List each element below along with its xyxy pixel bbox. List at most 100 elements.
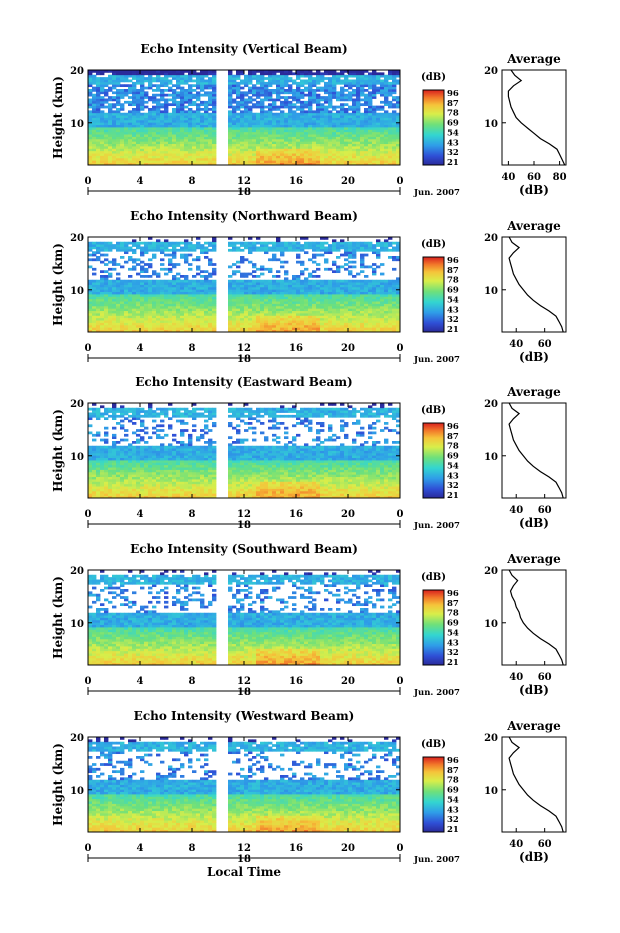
heatmap-cell — [376, 156, 380, 159]
heatmap-cell — [300, 296, 304, 299]
heatmap-cell — [140, 285, 144, 288]
heatmap-cell — [200, 156, 204, 159]
heatmap-cell — [96, 84, 100, 87]
heatmap-cell — [280, 313, 284, 316]
heatmap-cell — [180, 292, 184, 295]
heatmap-cell — [276, 304, 280, 307]
heatmap-cell — [256, 127, 260, 130]
heatmap-cell — [372, 134, 376, 137]
heatmap-cell — [184, 134, 188, 137]
heatmap-cell — [100, 101, 104, 104]
heatmap-cell — [252, 139, 256, 142]
heatmap-cell — [332, 160, 336, 163]
heatmap-cell — [88, 254, 92, 257]
heatmap-cell — [116, 125, 120, 128]
heatmap-cell — [156, 315, 160, 318]
heatmap-cell — [204, 242, 208, 245]
heatmap-cell — [372, 87, 376, 90]
heatmap-cell — [228, 266, 232, 269]
heatmap-cell — [140, 125, 144, 128]
heatmap-cell — [124, 153, 128, 156]
heatmap-cell — [180, 127, 184, 130]
heatmap-cell — [352, 244, 356, 247]
heatmap-cell — [360, 325, 364, 328]
heatmap-cell — [244, 120, 248, 123]
heatmap-cell — [152, 313, 156, 316]
heatmap-cell — [232, 282, 236, 285]
heatmap-cell — [268, 96, 272, 99]
heatmap-cell — [292, 244, 296, 247]
heatmap-cell — [104, 139, 108, 142]
heatmap-cell — [388, 77, 392, 80]
heatmap-cell — [124, 299, 128, 302]
heatmap-cell — [124, 113, 128, 116]
heatmap-cell — [132, 101, 136, 104]
heatmap-cell — [112, 113, 116, 116]
heatmap-cell — [372, 106, 376, 109]
heatmap-cell — [236, 304, 240, 307]
heatmap-cell — [284, 80, 288, 83]
heatmap-cell — [108, 148, 112, 151]
heatmap-cell — [88, 311, 92, 314]
heatmap-cell — [120, 139, 124, 142]
heatmap-cell — [108, 289, 112, 292]
heatmap-cell — [148, 325, 152, 328]
heatmap-cell — [136, 115, 140, 118]
heatmap-cell — [140, 292, 144, 295]
heatmap-cell — [196, 160, 200, 163]
heatmap-cell — [292, 311, 296, 314]
heatmap-cell — [164, 308, 168, 311]
heatmap-cell — [184, 153, 188, 156]
heatmap-cell — [248, 89, 252, 92]
heatmap-cell — [344, 311, 348, 314]
heatmap-cell — [376, 141, 380, 144]
heatmap-cell — [112, 132, 116, 135]
heatmap-cell — [252, 320, 256, 323]
heatmap-cell — [340, 127, 344, 130]
heatmap-cell — [168, 301, 172, 304]
heatmap-cell — [296, 158, 300, 161]
heatmap-cell — [376, 125, 380, 128]
heatmap-cell — [168, 287, 172, 290]
heatmap-cell — [100, 82, 104, 85]
heatmap-cell — [240, 304, 244, 307]
heatmap-cell — [332, 134, 336, 137]
heatmap-cell — [104, 254, 108, 257]
heatmap-cell — [196, 80, 200, 83]
heatmap-cell — [392, 294, 396, 297]
heatmap-cell — [268, 139, 272, 142]
heatmap-cell — [368, 94, 372, 97]
heatmap-cell — [280, 249, 284, 252]
heatmap-cell — [356, 129, 360, 132]
heatmap-cell — [392, 118, 396, 121]
heatmap-cell — [336, 315, 340, 318]
heatmap-cell — [316, 294, 320, 297]
heatmap-cell — [236, 106, 240, 109]
heatmap-cell — [376, 280, 380, 283]
heatmap-cell — [324, 151, 328, 154]
heatmap-cell — [196, 285, 200, 288]
heatmap-cell — [392, 96, 396, 99]
heatmap-cell — [300, 89, 304, 92]
heatmap-cell — [268, 129, 272, 132]
heatmap-cell — [320, 249, 324, 252]
heatmap-cell — [104, 99, 108, 102]
heatmap-cell — [320, 327, 324, 330]
heatmap-cell — [172, 251, 176, 254]
heatmap-cell — [348, 125, 352, 128]
heatmap-cell — [308, 125, 312, 128]
heatmap-cell — [100, 315, 104, 318]
heatmap-cell — [308, 96, 312, 99]
heatmap-cell — [184, 242, 188, 245]
heatmap-cell — [168, 304, 172, 307]
heatmap-cell — [180, 294, 184, 297]
heatmap-cell — [208, 91, 212, 94]
heatmap-cell — [348, 80, 352, 83]
heatmap-cell — [100, 280, 104, 283]
heatmap-cell — [116, 96, 120, 99]
heatmap-cell — [392, 132, 396, 135]
heatmap-cell — [240, 134, 244, 137]
heatmap-cell — [308, 127, 312, 130]
heatmap-cell — [304, 247, 308, 250]
heatmap-cell — [392, 249, 396, 252]
